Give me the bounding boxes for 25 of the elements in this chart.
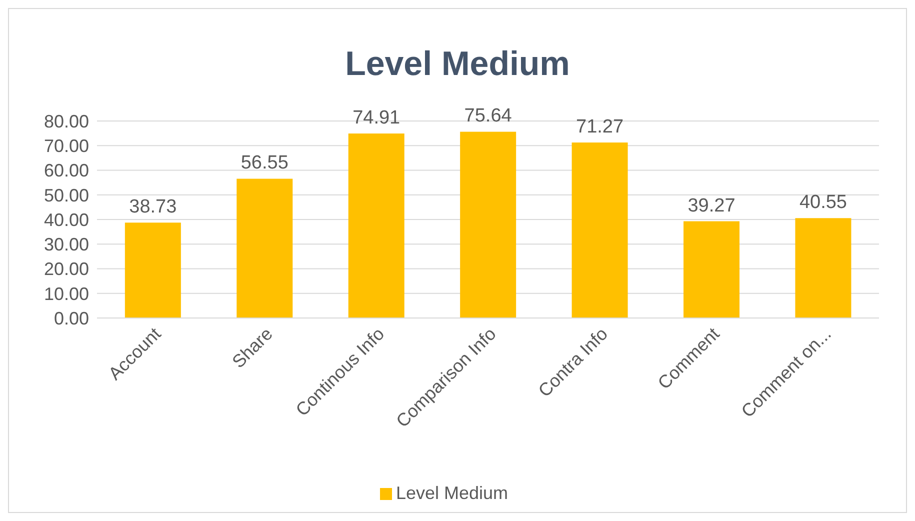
bar xyxy=(795,218,852,318)
y-tick-label: 60.00 xyxy=(44,160,89,181)
data-label: 56.55 xyxy=(240,152,288,174)
data-label: 75.64 xyxy=(464,106,512,127)
bar xyxy=(460,132,516,318)
data-label: 40.55 xyxy=(799,192,847,214)
data-label: 38.73 xyxy=(129,196,177,218)
y-tick-label: 20.00 xyxy=(44,259,89,280)
data-label: 74.91 xyxy=(352,108,400,129)
bar xyxy=(124,222,181,318)
bar xyxy=(684,221,740,318)
y-tick-label: 30.00 xyxy=(44,234,89,255)
legend-label: Level Medium xyxy=(396,483,508,503)
chart-title: Level Medium xyxy=(344,45,571,84)
data-label: 39.27 xyxy=(688,195,736,216)
bar xyxy=(236,178,293,318)
y-tick-label: 0.00 xyxy=(54,308,89,328)
bar xyxy=(572,142,628,318)
y-tick-label: 80.00 xyxy=(44,111,89,132)
data-label: 71.27 xyxy=(576,116,624,138)
bar xyxy=(348,134,404,318)
y-tick-label: 50.00 xyxy=(44,185,89,206)
y-tick-label: 10.00 xyxy=(44,284,89,304)
y-tick-label: 40.00 xyxy=(44,210,89,230)
y-tick-label: 70.00 xyxy=(44,136,89,156)
